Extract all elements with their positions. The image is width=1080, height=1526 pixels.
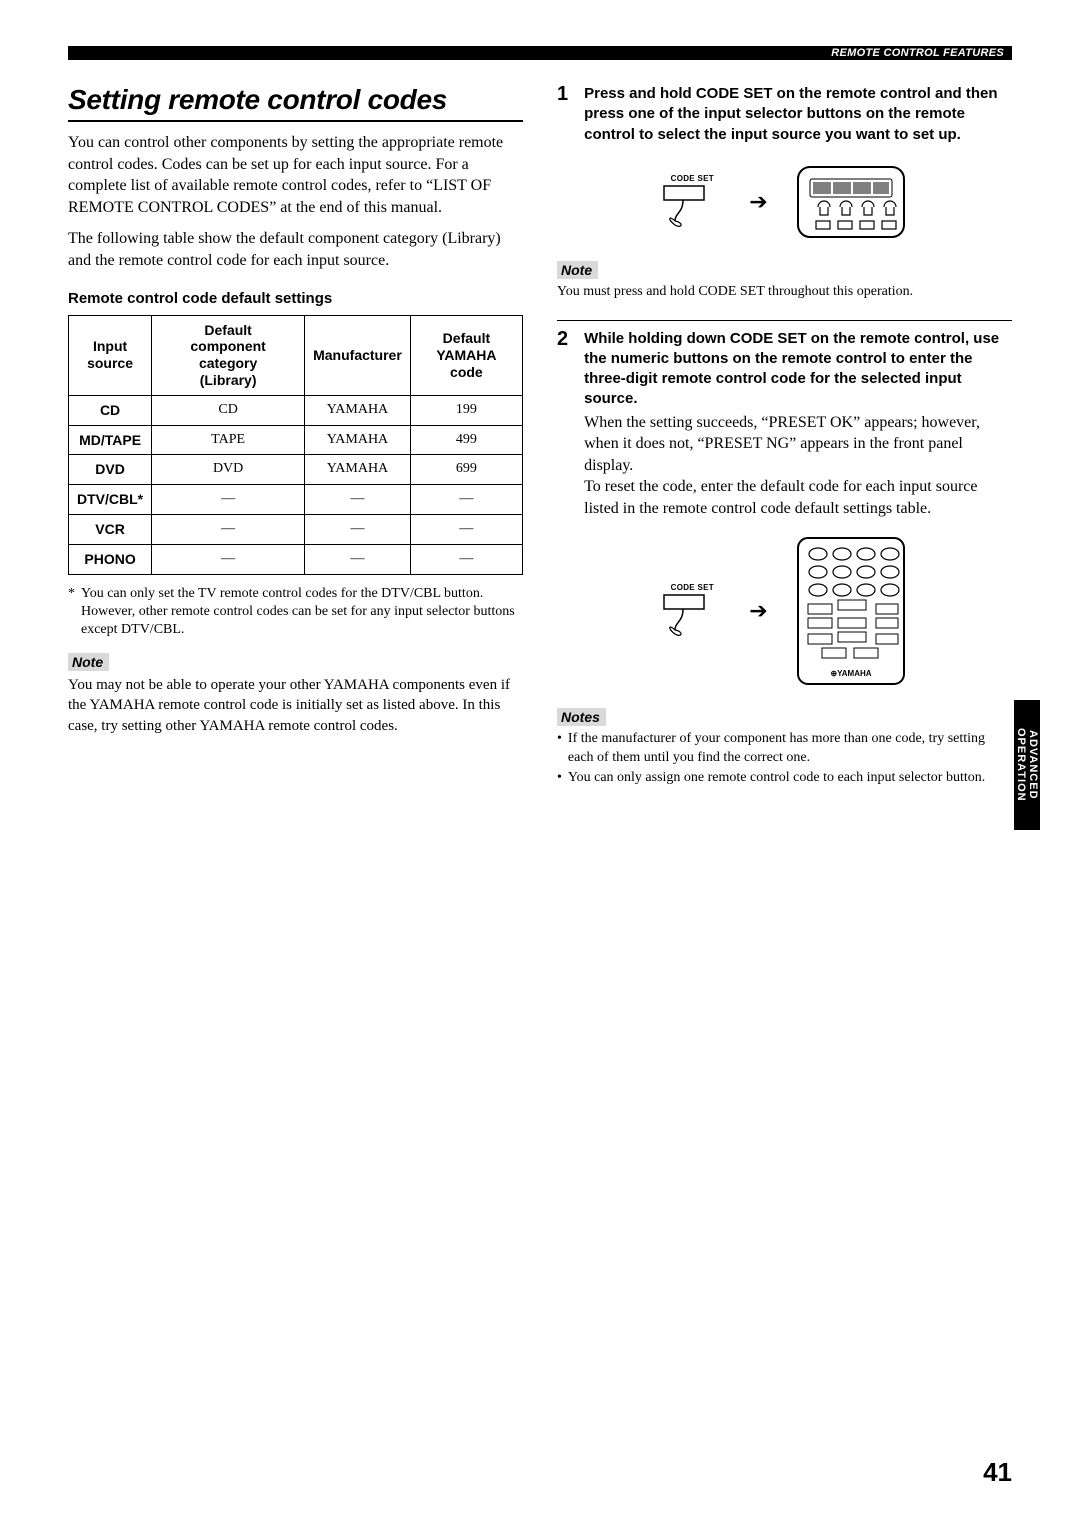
side-tab-line2: OPERATION [1015, 728, 1027, 802]
step-1-diagram: CODE SET ➔ [557, 165, 1012, 239]
section-title: Setting remote control codes [68, 84, 523, 116]
side-tab: ADVANCED OPERATION [1014, 700, 1040, 830]
header-label: REMOTE CONTROL FEATURES [831, 47, 1004, 59]
table-cell: YAMAHA [305, 395, 411, 425]
intro-para-1: You can control other components by sett… [68, 132, 523, 218]
table-cell: — [152, 485, 305, 515]
step-2-text: While holding down CODE SET on the remot… [584, 329, 1012, 410]
table-cell: 199 [410, 395, 522, 425]
table-cell: YAMAHA [305, 455, 411, 485]
list-item: •You can only assign one remote control … [557, 769, 1012, 788]
table-cell: — [152, 544, 305, 574]
code-set-icon-2 [663, 594, 721, 638]
step-1-note-body: You must press and hold CODE SET through… [557, 283, 1012, 302]
table-cell: — [305, 514, 411, 544]
code-set-label-2: CODE SET [663, 583, 721, 592]
table-header: Manufacturer [305, 315, 411, 395]
step-1-number: 1 [557, 84, 568, 145]
table-cell: — [410, 544, 522, 574]
intro-para-2: The following table show the default com… [68, 228, 523, 271]
step-2-number: 2 [557, 329, 568, 520]
step-2: 2 While holding down CODE SET on the rem… [557, 329, 1012, 520]
table-cell: CD [152, 395, 305, 425]
table-row: DVDDVDYAMAHA699 [69, 455, 523, 485]
divider [557, 320, 1012, 321]
table-header: DefaultYAMAHA code [410, 315, 522, 395]
list-item: •If the manufacturer of your component h… [557, 730, 1012, 768]
table-cell: VCR [69, 514, 152, 544]
table-header: Defaultcomponent category(Library) [152, 315, 305, 395]
table-cell: 499 [410, 425, 522, 455]
table-cell: DVD [69, 455, 152, 485]
table-row: PHONO——— [69, 544, 523, 574]
table-cell: PHONO [69, 544, 152, 574]
code-set-icon [663, 185, 721, 229]
step-1: 1 Press and hold CODE SET on the remote … [557, 84, 1012, 149]
table-cell: — [152, 514, 305, 544]
table-row: VCR——— [69, 514, 523, 544]
table-row: DTV/CBL*——— [69, 485, 523, 515]
table-cell: — [305, 544, 411, 574]
arrow-icon: ➔ [749, 191, 767, 213]
step-1-note-label: Note [557, 261, 598, 279]
arrow-icon-2: ➔ [749, 600, 767, 622]
remote-brand: ⊕YAMAHA [830, 669, 871, 678]
table-row: CDCDYAMAHA199 [69, 395, 523, 425]
notes-label: Notes [557, 708, 606, 726]
note-label: Note [68, 653, 109, 671]
notes-list: •If the manufacturer of your component h… [557, 730, 1012, 789]
code-set-label: CODE SET [663, 174, 721, 183]
footnote-text: You can only set the TV remote control c… [81, 585, 523, 640]
note-body: You may not be able to operate your othe… [68, 675, 523, 736]
table-cell: — [410, 514, 522, 544]
table-header: Inputsource [69, 315, 152, 395]
right-column: 1 Press and hold CODE SET on the remote … [557, 84, 1012, 790]
table-row: MD/TAPETAPEYAMAHA499 [69, 425, 523, 455]
table-cell: YAMAHA [305, 425, 411, 455]
table-cell: DVD [152, 455, 305, 485]
table-cell: — [410, 485, 522, 515]
table-subhead: Remote control code default settings [68, 290, 523, 307]
asterisk: * [68, 585, 75, 640]
page-number: 41 [983, 1457, 1012, 1488]
step-2-plain: When the setting succeeds, “PRESET OK” a… [584, 412, 1012, 520]
step-2-diagram: CODE SET ➔ [557, 536, 1012, 686]
table-cell: 699 [410, 455, 522, 485]
table-footnote: * You can only set the TV remote control… [68, 585, 523, 640]
header-bar: REMOTE CONTROL FEATURES [68, 46, 1012, 60]
table-cell: DTV/CBL* [69, 485, 152, 515]
left-column: Setting remote control codes You can con… [68, 84, 523, 790]
side-tab-line1: ADVANCED [1027, 730, 1039, 800]
codes-table: InputsourceDefaultcomponent category(Lib… [68, 315, 523, 575]
table-cell: — [305, 485, 411, 515]
table-cell: TAPE [152, 425, 305, 455]
remote-top-icon [796, 165, 906, 239]
table-cell: CD [69, 395, 152, 425]
table-cell: MD/TAPE [69, 425, 152, 455]
remote-numpad-icon: ⊕YAMAHA [796, 536, 906, 686]
step-1-text: Press and hold CODE SET on the remote co… [584, 84, 1012, 145]
